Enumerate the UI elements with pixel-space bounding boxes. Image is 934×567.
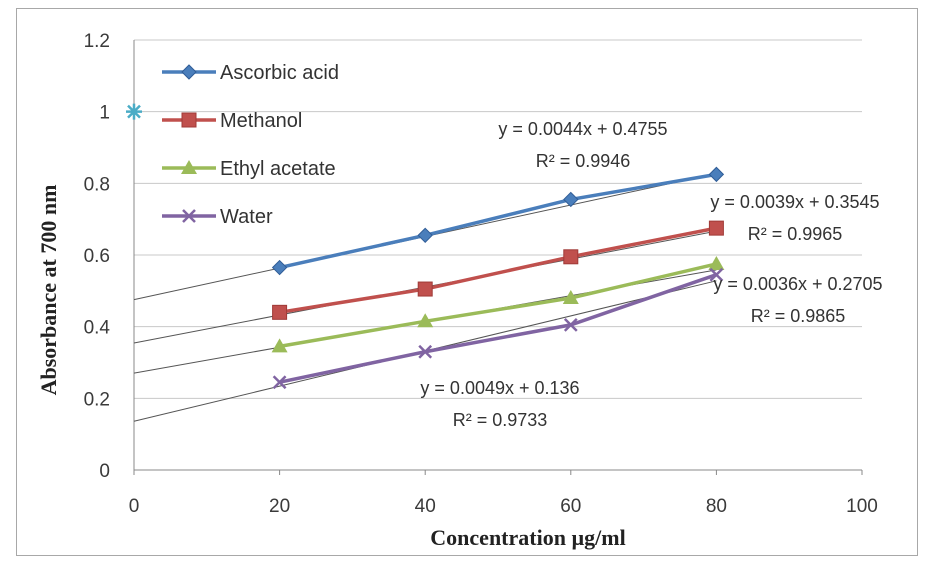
data-series	[126, 103, 725, 390]
data-point	[417, 313, 434, 328]
y-tick-label: 1.2	[84, 31, 110, 52]
data-point	[272, 304, 288, 320]
legend-label: Ethyl acetate	[220, 158, 336, 180]
legend-label: Ascorbic acid	[220, 62, 339, 84]
legend-marker	[182, 209, 196, 223]
x-tick-label: 60	[560, 496, 581, 517]
data-point	[126, 103, 142, 120]
series-line	[279, 273, 717, 384]
y-tick-label: 1	[99, 103, 110, 124]
r-squared-label: R² = 0.9946	[536, 151, 631, 171]
y-axis-title: Absorbance at 700 nm	[36, 185, 61, 396]
trendline-equation: y = 0.0039x + 0.3545	[710, 192, 879, 212]
data-point	[418, 344, 433, 359]
trendline-equation: y = 0.0036x + 0.2705	[713, 274, 882, 294]
data-point	[563, 249, 579, 265]
data-point	[271, 338, 288, 353]
trendline-equation: y = 0.0044x + 0.4755	[498, 119, 667, 139]
gridlines	[133, 39, 863, 475]
data-point	[708, 166, 725, 183]
x-tick-label: 20	[269, 496, 290, 517]
tick-labels: 0 0.2 0.4 0.6 0.8 1 1.2 0 20 40 60 80 100	[84, 31, 878, 517]
data-point	[417, 281, 433, 297]
y-tick-label: 0.8	[84, 174, 110, 195]
r-squared-label: R² = 0.9965	[748, 224, 843, 244]
legend-marker	[181, 112, 197, 128]
x-tick-label: 40	[415, 496, 436, 517]
data-point	[708, 220, 724, 236]
r-squared-label: R² = 0.9865	[751, 306, 846, 326]
trendline-equation: y = 0.0049x + 0.136	[420, 378, 579, 398]
y-tick-label: 0.2	[84, 389, 110, 410]
chart-frame	[16, 8, 918, 556]
data-point	[417, 227, 433, 243]
y-tick-label: 0.4	[84, 318, 111, 339]
legend-label: Methanol	[220, 110, 302, 132]
data-point	[563, 317, 578, 332]
data-point	[271, 259, 288, 276]
x-tick-label: 0	[129, 496, 140, 517]
x-axis-title: Concentration µg/ml	[430, 525, 625, 550]
y-tick-label: 0.6	[84, 246, 110, 267]
legend-label: Water	[220, 206, 273, 228]
legend: Ascorbic acid Methanol Ethyl acetate Water	[162, 62, 339, 228]
data-point	[563, 191, 579, 208]
data-point	[709, 267, 724, 282]
x-tick-label: 80	[706, 496, 727, 517]
series-line	[279, 262, 717, 349]
series-line	[279, 226, 717, 315]
series-line	[279, 172, 717, 270]
data-point	[272, 375, 287, 390]
r-squared-label: R² = 0.9733	[453, 410, 548, 430]
trendline-equations: y = 0.0044x + 0.4755 R² = 0.9946 y = 0.003…	[420, 119, 882, 430]
y-tick-label: 0	[99, 461, 110, 482]
data-point	[562, 290, 579, 304]
x-tick-label: 100	[846, 496, 878, 517]
legend-marker	[181, 64, 197, 80]
legend-marker	[181, 160, 197, 174]
data-point	[708, 255, 725, 270]
